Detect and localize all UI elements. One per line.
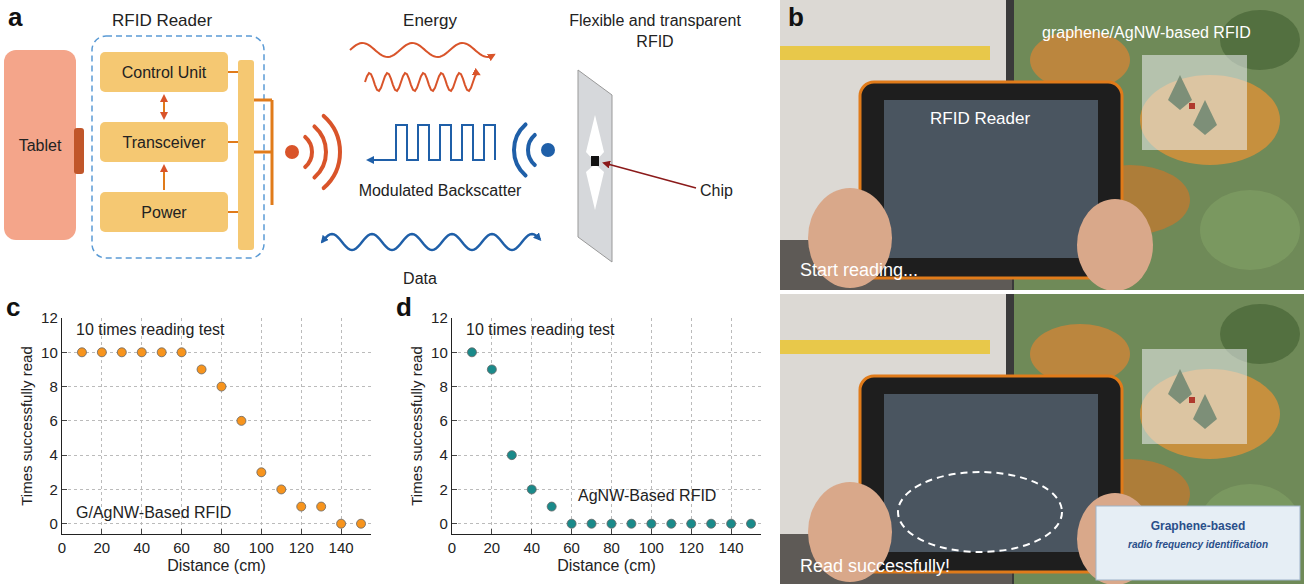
svg-text:20: 20 (484, 539, 501, 556)
svg-text:Flexible and transparent: Flexible and transparent (569, 12, 741, 29)
svg-text:0: 0 (439, 515, 447, 532)
html-text:c: c (6, 292, 21, 322)
svg-text:4: 4 (439, 446, 447, 463)
svg-text:Tablet: Tablet (19, 137, 62, 154)
svg-text:Times successfully read: Times successfully read (408, 346, 425, 506)
svg-text:60: 60 (173, 539, 190, 556)
svg-text:2: 2 (439, 481, 447, 498)
svg-text:Modulated Backscatter: Modulated Backscatter (359, 182, 522, 199)
svg-text:8: 8 (49, 378, 57, 395)
svg-text:140: 140 (329, 539, 354, 556)
svg-text:RFID Reader: RFID Reader (930, 109, 1030, 128)
svg-text:12: 12 (431, 309, 448, 326)
svg-text:radio frequency identification: radio frequency identification (1128, 539, 1268, 550)
svg-text:100: 100 (639, 539, 664, 556)
svg-text:10: 10 (41, 344, 58, 361)
svg-text:Graphene-based: Graphene-based (1151, 519, 1246, 533)
svg-text:20: 20 (94, 539, 111, 556)
svg-text:2: 2 (49, 481, 57, 498)
svg-text:a: a (8, 2, 23, 32)
svg-text:120: 120 (289, 539, 314, 556)
svg-text:RFID Reader: RFID Reader (112, 11, 212, 30)
svg-text:RFID: RFID (636, 33, 673, 50)
svg-text:Transceiver: Transceiver (123, 134, 207, 151)
svg-text:10: 10 (431, 344, 448, 361)
svg-text:10 times reading test: 10 times reading test (466, 321, 615, 338)
html-text:d: d (396, 292, 412, 322)
svg-text:graphene/AgNW-based RFID: graphene/AgNW-based RFID (1042, 24, 1251, 41)
svg-text:80: 80 (603, 539, 620, 556)
svg-text:8: 8 (439, 378, 447, 395)
svg-text:Distance (cm): Distance (cm) (557, 557, 656, 574)
svg-text:AgNW-Based RFID: AgNW-Based RFID (578, 487, 716, 504)
svg-text:80: 80 (213, 539, 230, 556)
svg-text:Start reading...: Start reading... (800, 260, 918, 280)
svg-text:Power: Power (141, 204, 187, 221)
svg-text:b: b (788, 2, 804, 32)
svg-text:Distance (cm): Distance (cm) (167, 557, 266, 574)
svg-text:40: 40 (523, 539, 540, 556)
svg-text:6: 6 (49, 412, 57, 429)
svg-text:G/AgNW-Based RFID: G/AgNW-Based RFID (76, 504, 231, 521)
svg-text:Times successfully read: Times successfully read (18, 346, 35, 506)
svg-text:60: 60 (563, 539, 580, 556)
svg-text:0: 0 (448, 539, 456, 556)
svg-text:0: 0 (58, 539, 66, 556)
svg-text:12: 12 (41, 309, 58, 326)
svg-text:40: 40 (133, 539, 150, 556)
svg-text:4: 4 (49, 446, 57, 463)
svg-text:10 times reading test: 10 times reading test (76, 321, 225, 338)
svg-text:Data: Data (403, 270, 437, 287)
svg-text:Chip: Chip (700, 182, 733, 199)
svg-text:140: 140 (719, 539, 744, 556)
svg-text:0: 0 (49, 515, 57, 532)
svg-text:6: 6 (439, 412, 447, 429)
svg-text:Read successfully!: Read successfully! (800, 556, 950, 576)
svg-text:Control Unit: Control Unit (122, 64, 207, 81)
svg-text:Energy: Energy (403, 11, 457, 30)
svg-text:100: 100 (249, 539, 274, 556)
svg-text:120: 120 (679, 539, 704, 556)
